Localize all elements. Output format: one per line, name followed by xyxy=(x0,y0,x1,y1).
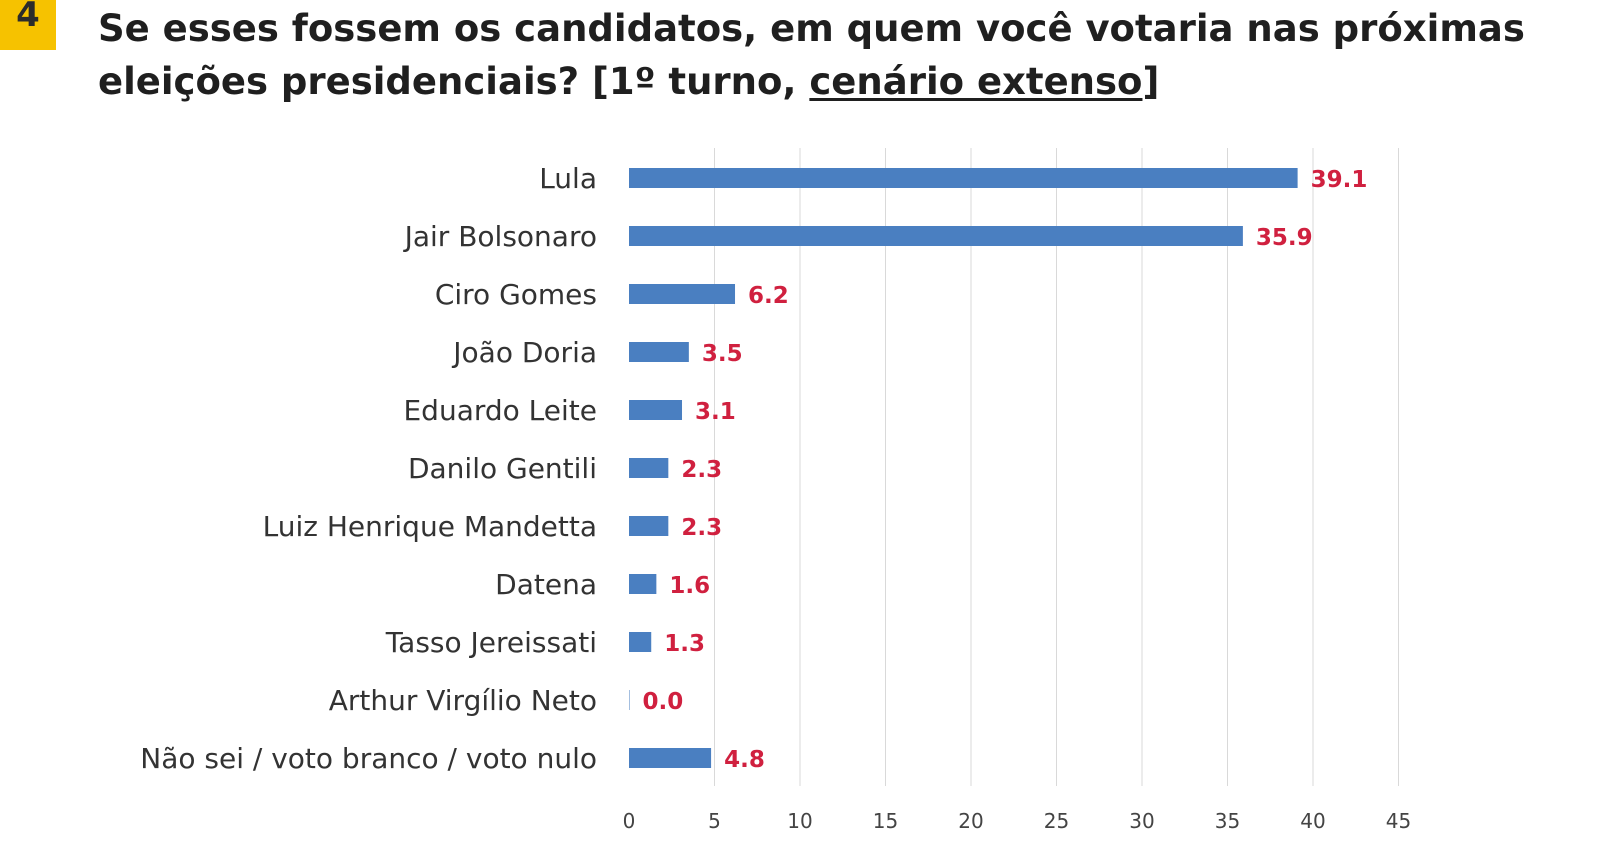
bar xyxy=(629,226,1243,246)
category-label: Luiz Henrique Mandetta xyxy=(263,510,597,543)
category-label: Eduardo Leite xyxy=(403,394,597,427)
value-label: 3.5 xyxy=(702,341,743,367)
bar xyxy=(629,574,657,594)
question-number: 4 xyxy=(16,0,40,35)
question-number-badge: 4 xyxy=(0,0,56,50)
value-label: 1.3 xyxy=(664,631,705,657)
bars xyxy=(629,168,1298,768)
bar xyxy=(629,400,683,420)
category-label: Lula xyxy=(539,162,597,195)
title-main: Se esses fossem os candidatos, em quem v… xyxy=(98,7,1525,103)
chart-title: Se esses fossem os candidatos, em quem v… xyxy=(98,2,1578,108)
category-label: Datena xyxy=(495,568,597,601)
x-tick-label: 30 xyxy=(1129,809,1154,833)
bar xyxy=(629,168,1298,188)
value-label: 35.9 xyxy=(1256,225,1313,251)
category-label: João Doria xyxy=(451,336,597,369)
gridlines xyxy=(714,148,1399,786)
x-tick-label: 35 xyxy=(1215,809,1240,833)
value-label: 4.8 xyxy=(724,747,765,773)
category-label: Arthur Virgílio Neto xyxy=(329,684,597,717)
category-labels: Lula Jair Bolsonaro Ciro Gomes João Doria Ed… xyxy=(140,162,597,775)
bar xyxy=(629,748,712,768)
bar xyxy=(629,516,669,536)
value-label: 3.1 xyxy=(695,399,736,425)
x-tick-label: 40 xyxy=(1300,809,1325,833)
category-label: Jair Bolsonaro xyxy=(403,220,597,253)
value-label: 6.2 xyxy=(748,283,789,309)
category-label: Ciro Gomes xyxy=(435,278,597,311)
category-label: Não sei / voto branco / voto nulo xyxy=(140,742,597,775)
x-tick-label: 5 xyxy=(708,809,721,833)
bar xyxy=(629,690,630,710)
value-label: 0.0 xyxy=(643,689,684,715)
x-axis-ticks: 0 5 10 15 20 25 30 35 40 45 xyxy=(623,809,1412,833)
value-label: 2.3 xyxy=(681,457,722,483)
x-tick-label: 20 xyxy=(958,809,983,833)
value-label: 39.1 xyxy=(1311,167,1368,193)
x-tick-label: 45 xyxy=(1386,809,1411,833)
value-labels: 39.1 35.9 6.2 3.5 3.1 2.3 2.3 1.6 1.3 0.0 4.8 xyxy=(643,167,1368,773)
title-underlined: cenário extenso xyxy=(809,60,1143,103)
x-tick-label: 15 xyxy=(873,809,898,833)
title-end: ] xyxy=(1142,60,1160,103)
x-tick-label: 10 xyxy=(787,809,812,833)
x-tick-label: 0 xyxy=(623,809,636,833)
bar xyxy=(629,342,689,362)
value-label: 2.3 xyxy=(681,515,722,541)
category-label: Danilo Gentili xyxy=(408,452,597,485)
bar xyxy=(629,632,652,652)
x-tick-label: 25 xyxy=(1044,809,1069,833)
category-label: Tasso Jereissati xyxy=(385,626,597,659)
bar xyxy=(629,458,669,478)
value-label: 1.6 xyxy=(669,573,710,599)
bar xyxy=(629,284,736,304)
